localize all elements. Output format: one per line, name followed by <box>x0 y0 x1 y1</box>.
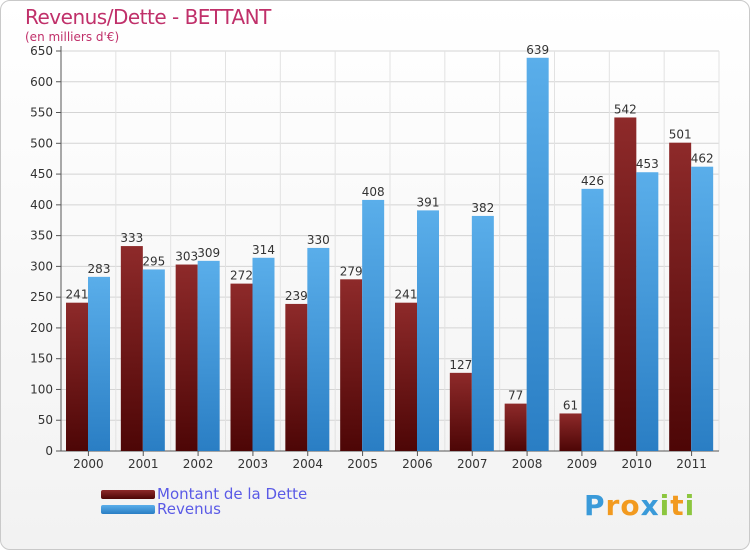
bar-dette-2002 <box>175 264 198 451</box>
bar-revenus-2008 <box>526 57 549 452</box>
chart-subtitle: (en milliers d'€) <box>25 30 120 44</box>
bar-revenus-2006 <box>417 210 439 451</box>
value-label-dette-2002: 303 <box>175 250 198 264</box>
bar-revenus-2009 <box>581 188 604 451</box>
value-label-revenus-2000: 283 <box>88 262 111 276</box>
bar-layer <box>66 57 714 452</box>
bar-dette-2011 <box>669 142 692 451</box>
y-tick-label: 250 <box>30 290 53 304</box>
value-label-dette-2011: 501 <box>669 128 692 142</box>
y-tick-label: 200 <box>30 321 53 335</box>
axis-layer: 0 50 100 150 200 250 300 350 400 450 500 550 600 650 2… <box>30 44 719 471</box>
x-tick-label-2002: 2002 <box>183 457 214 471</box>
value-label-revenus-2007: 382 <box>471 201 494 215</box>
value-label-revenus-2009: 426 <box>581 174 604 188</box>
legend-swatch-debt <box>101 490 155 499</box>
legend-label-debt: Montant de la Dette <box>157 485 308 503</box>
y-tick-label: 650 <box>30 44 53 58</box>
legend-swatch-revenus <box>101 505 155 514</box>
logo-letter: i <box>684 489 696 522</box>
bar-dette-2005 <box>340 279 363 451</box>
x-tick-label-2000: 2000 <box>73 457 104 471</box>
value-label-revenus-2003: 314 <box>252 243 275 257</box>
bar-dette-2000 <box>66 302 88 451</box>
chart-title: Revenus/Dette - BETTANT <box>25 5 271 29</box>
bar-dette-2010 <box>614 117 637 451</box>
value-label-revenus-2006: 391 <box>417 195 440 209</box>
label-layer: 241 283 333 295 303 309 272 314 239 330 279 408 241 3… <box>66 43 714 413</box>
value-label-dette-2005: 279 <box>340 264 363 278</box>
y-tick-label: 100 <box>30 382 53 396</box>
bar-revenus-2004 <box>307 247 330 451</box>
value-label-dette-2000: 241 <box>66 288 89 302</box>
y-tick-label: 350 <box>30 229 53 243</box>
value-label-revenus-2004: 330 <box>307 233 330 247</box>
bar-revenus-2007 <box>471 215 494 451</box>
bar-revenus-2005 <box>362 199 385 451</box>
value-label-dette-2010: 542 <box>614 102 637 116</box>
x-tick-label-2008: 2008 <box>512 457 543 471</box>
bar-dette-2007 <box>449 372 472 451</box>
x-tick-label-2009: 2009 <box>567 457 598 471</box>
value-label-revenus-2008: 639 <box>526 43 549 57</box>
y-tick-label: 450 <box>30 167 53 181</box>
bar-dette-2004 <box>285 303 308 451</box>
bar-dette-2008 <box>504 403 527 451</box>
x-tick-label-2004: 2004 <box>292 457 323 471</box>
value-label-dette-2008: 77 <box>508 389 523 403</box>
value-label-dette-2007: 127 <box>449 358 472 372</box>
proxiti-logo: Proxiti <box>584 489 695 522</box>
x-tick-label-2011: 2011 <box>676 457 707 471</box>
x-tick-label-2006: 2006 <box>402 457 433 471</box>
y-tick-label: 50 <box>38 413 53 427</box>
y-tick-label: 500 <box>30 136 53 150</box>
y-tick-label: 300 <box>30 259 53 273</box>
value-label-dette-2004: 239 <box>285 289 308 303</box>
bar-revenus-2010 <box>636 172 659 451</box>
bar-revenus-2001 <box>142 269 165 451</box>
value-label-dette-2001: 333 <box>120 231 143 245</box>
bar-dette-2003 <box>230 283 253 451</box>
logo-letter: t <box>670 489 685 522</box>
logo-letter: o <box>620 489 641 522</box>
y-tick-label: 600 <box>30 75 53 89</box>
bar-revenus-2000 <box>88 276 110 451</box>
value-label-revenus-2010: 453 <box>636 157 659 171</box>
x-tick-label-2001: 2001 <box>128 457 159 471</box>
value-label-dette-2003: 272 <box>230 269 253 283</box>
value-label-dette-2009: 61 <box>563 398 578 412</box>
value-label-revenus-2002: 309 <box>197 246 220 260</box>
bar-revenus-2002 <box>197 260 220 451</box>
value-label-revenus-2011: 462 <box>691 152 714 166</box>
y-tick-label: 550 <box>30 106 53 120</box>
x-tick-label-2007: 2007 <box>457 457 488 471</box>
logo-letter: P <box>584 489 606 522</box>
logo-letter: r <box>605 489 621 522</box>
bar-dette-2001 <box>120 246 143 451</box>
logo-letter: x <box>640 489 660 522</box>
x-tick-label-2003: 2003 <box>238 457 269 471</box>
bar-revenus-2003 <box>252 257 275 451</box>
value-label-dette-2006: 241 <box>395 288 418 302</box>
x-tick-label-2010: 2010 <box>621 457 652 471</box>
bar-dette-2006 <box>395 302 417 451</box>
x-tick-label-2005: 2005 <box>347 457 378 471</box>
bar-dette-2009 <box>559 413 582 451</box>
y-tick-label: 0 <box>45 444 53 458</box>
value-label-revenus-2001: 295 <box>142 254 165 268</box>
bar-revenus-2011 <box>691 166 714 451</box>
logo-letter: i <box>659 489 671 522</box>
y-tick-label: 400 <box>30 198 53 212</box>
value-label-revenus-2005: 408 <box>362 185 385 199</box>
y-tick-label: 150 <box>30 352 53 366</box>
legend-label-revenus: Revenus <box>157 500 221 518</box>
